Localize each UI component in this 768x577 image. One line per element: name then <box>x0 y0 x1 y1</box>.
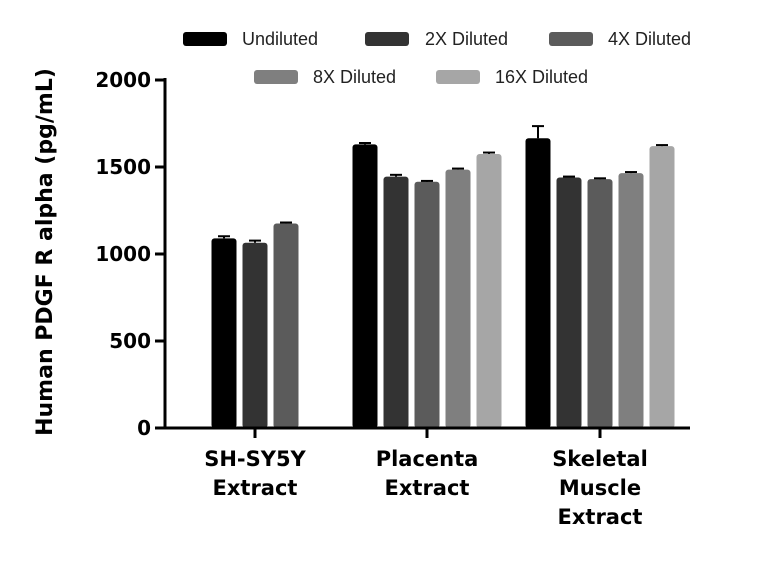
x-tick-label: SH-SY5Y Extract <box>204 447 306 500</box>
y-tick-label: 1000 <box>95 242 151 266</box>
bar <box>618 173 644 428</box>
y-tick-label: 500 <box>109 329 151 353</box>
legend-swatch <box>436 70 480 84</box>
legend: Undiluted 2X Diluted 4X Diluted 8X Diluted 1… <box>183 29 691 87</box>
bar <box>414 181 440 428</box>
legend-label: 2X Diluted <box>425 29 508 49</box>
legend-label: 4X Diluted <box>608 29 691 49</box>
legend-label: 16X Diluted <box>495 67 588 87</box>
y-axis-title: Human PDGF R alpha (pg/mL) <box>33 68 58 436</box>
legend-swatch <box>549 32 593 46</box>
legend-swatch <box>365 32 409 46</box>
bar <box>445 169 471 429</box>
y-tick-label: 0 <box>137 416 151 440</box>
legend-label: 8X Diluted <box>313 67 396 87</box>
bar <box>211 238 237 428</box>
bar <box>476 153 502 428</box>
bar <box>383 176 409 428</box>
x-axis: SH-SY5Y Extract Placenta Extract Skeletal Mus… <box>163 426 690 529</box>
legend-swatch <box>183 32 227 46</box>
bar <box>525 138 551 429</box>
legend-label: Undiluted <box>242 29 318 49</box>
legend-swatch <box>254 70 298 84</box>
bar <box>242 242 268 428</box>
bar <box>352 144 378 428</box>
y-axis: 0 500 1000 1500 2000 <box>95 68 167 440</box>
bar <box>273 223 299 428</box>
x-tick-label: Placenta Extract <box>376 447 479 500</box>
x-tick-label: Skeletal Muscle Extract <box>552 447 648 529</box>
bars <box>211 125 675 429</box>
bar <box>649 146 675 428</box>
y-tick-label: 1500 <box>95 155 151 179</box>
y-tick-label: 2000 <box>95 68 151 92</box>
bar <box>556 177 582 428</box>
bar <box>587 179 613 428</box>
